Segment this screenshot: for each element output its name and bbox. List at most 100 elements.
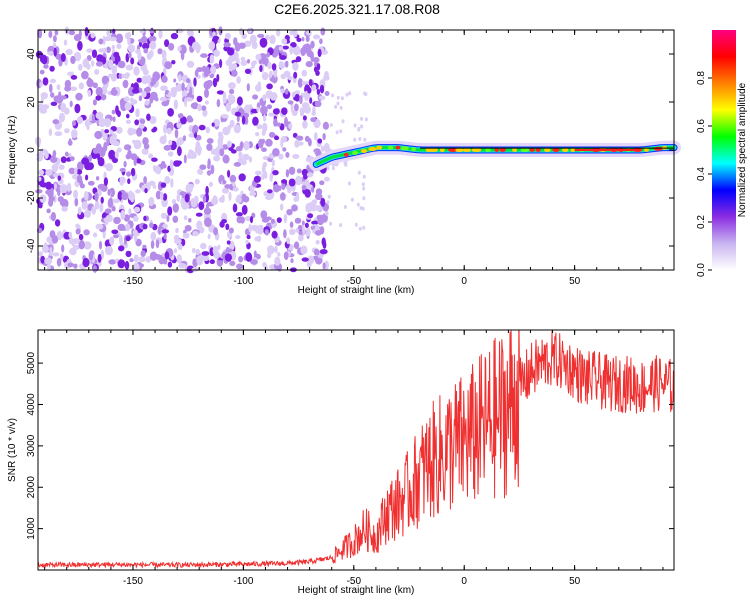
noise-cell: [126, 171, 132, 177]
noise-cell: [92, 232, 98, 238]
noise-cell: [230, 63, 238, 69]
noise-cell: [216, 74, 220, 82]
noise-cell: [108, 259, 117, 265]
noise-cell: [45, 169, 53, 176]
noise-cell: [102, 35, 106, 45]
noise-cell: [75, 228, 81, 235]
noise-cell: [60, 53, 66, 62]
noise-cell: [248, 223, 252, 233]
noise-cell: [322, 133, 326, 141]
noise-cell: [222, 154, 230, 164]
noise-cell: [92, 82, 98, 89]
noise-cell: [361, 182, 365, 187]
spectrogram-xtick-label: -150: [123, 276, 143, 287]
noise-cell: [125, 250, 132, 258]
noise-cell: [142, 137, 149, 146]
noise-cell: [78, 233, 84, 241]
noise-cell: [236, 215, 243, 224]
noise-cell: [130, 167, 136, 177]
noise-cell: [57, 189, 61, 197]
noise-cell: [172, 215, 179, 223]
noise-cell: [207, 233, 211, 240]
noise-cell: [148, 180, 156, 186]
noise-cell: [172, 203, 179, 213]
noise-cell: [180, 50, 185, 61]
noise-cell: [119, 234, 123, 245]
noise-cell: [174, 238, 182, 245]
noise-cell: [58, 112, 66, 123]
noise-cell: [244, 68, 252, 75]
noise-cell: [182, 135, 186, 142]
noise-cell: [295, 135, 304, 140]
noise-cell: [212, 77, 218, 88]
noise-cell: [127, 149, 132, 159]
noise-cell: [132, 139, 137, 144]
noise-cell: [74, 167, 78, 176]
noise-cell: [176, 160, 182, 165]
noise-cell: [331, 93, 335, 98]
noise-cell: [60, 156, 67, 164]
noise-cell: [197, 146, 202, 156]
signal-track: [309, 140, 681, 172]
noise-cell: [329, 221, 333, 226]
noise-cell: [196, 220, 203, 230]
noise-cell: [161, 49, 167, 60]
noise-cell: [87, 180, 95, 186]
noise-cell: [298, 230, 303, 236]
noise-cell: [95, 223, 104, 230]
noise-cell: [266, 104, 273, 110]
noise-cell: [123, 214, 130, 222]
noise-cell: [171, 199, 177, 205]
noise-cell: [270, 218, 275, 224]
noise-cell: [209, 259, 215, 265]
noise-cell: [255, 84, 262, 92]
noise-cell: [152, 126, 158, 132]
spectrogram-ytick-label: 20: [26, 96, 37, 108]
noise-cell: [201, 251, 210, 256]
noise-cell: [166, 215, 170, 222]
noise-cell: [271, 63, 277, 71]
noise-cell: [210, 148, 218, 155]
noise-cell: [299, 95, 303, 105]
noise-cell: [278, 46, 284, 51]
noise-cell: [225, 102, 232, 112]
noise-cell: [164, 39, 170, 47]
noise-cell: [162, 193, 168, 201]
noise-cell: [311, 220, 319, 225]
noise-cell: [116, 110, 121, 118]
noise-cell: [305, 35, 310, 43]
noise-cell: [169, 159, 174, 170]
noise-cell: [276, 28, 281, 37]
noise-cell: [202, 194, 207, 204]
noise-cell: [183, 154, 187, 164]
noise-cell: [129, 97, 134, 103]
noise-cell: [219, 59, 223, 68]
noise-cell: [240, 56, 246, 62]
noise-cell: [76, 116, 83, 125]
noise-cell: [206, 138, 214, 144]
snr-ticks: -150 -100 -50 0 50 1000 2000 3000 4000 5000: [26, 330, 674, 587]
noise-cell: [194, 69, 199, 78]
noise-cell: [283, 251, 289, 260]
noise-cell: [97, 183, 106, 190]
noise-cell: [35, 189, 43, 194]
noise-cell: [88, 251, 94, 261]
noise-cell: [142, 42, 150, 50]
noise-cell: [91, 205, 97, 215]
noise-cell: [213, 118, 221, 127]
noise-cell: [315, 193, 323, 201]
noise-cell: [197, 103, 202, 112]
noise-cell: [128, 52, 132, 59]
spectrogram-xtick-label: -50: [347, 276, 362, 287]
noise-cell: [107, 198, 114, 208]
noise-cell: [142, 244, 147, 249]
noise-cell: [134, 233, 138, 243]
noise-cell: [127, 44, 136, 53]
noise-cell: [283, 229, 287, 239]
noise-cell: [123, 96, 130, 102]
noise-cell: [168, 43, 175, 51]
noise-cell: [245, 252, 253, 262]
noise-cell: [357, 170, 361, 175]
noise-cell: [150, 231, 157, 241]
noise-cell: [141, 148, 149, 155]
